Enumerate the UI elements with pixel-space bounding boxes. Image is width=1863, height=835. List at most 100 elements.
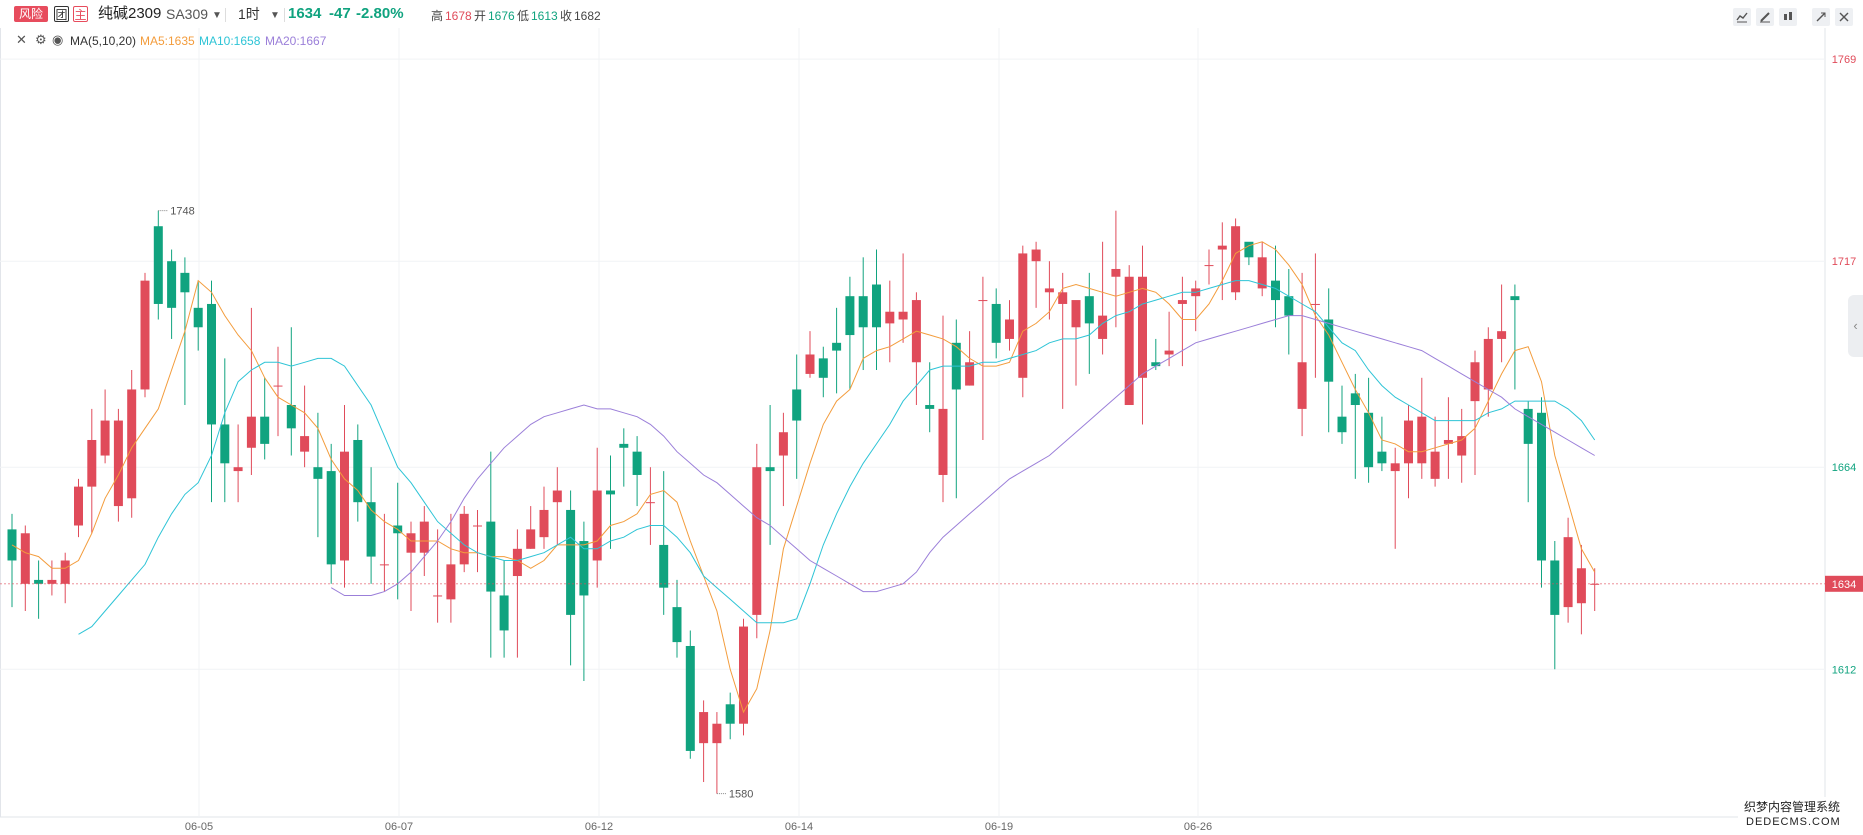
candle-body: [1058, 292, 1068, 304]
candle: [393, 482, 403, 600]
candle-body: [20, 533, 30, 584]
candle: [1018, 245, 1028, 398]
symbol-dropdown-icon[interactable]: ▼: [212, 10, 222, 21]
candle: [1044, 261, 1054, 320]
high-value: 1678: [445, 9, 472, 23]
timeframe-dropdown-icon[interactable]: ▼: [270, 10, 280, 21]
candle-body: [300, 436, 310, 452]
candle: [1350, 373, 1360, 479]
candle-body: [1098, 315, 1108, 339]
ma10-line: [78, 280, 1596, 635]
candle: [1550, 541, 1560, 670]
candle-body: [858, 296, 868, 328]
candle: [1204, 249, 1214, 285]
x-tick-label: 06-26: [1184, 821, 1212, 833]
candle: [1191, 280, 1201, 332]
header-divider: [225, 8, 226, 22]
candle: [1244, 241, 1254, 266]
candle-body: [1297, 362, 1307, 409]
candle: [672, 579, 682, 658]
pencil-icon[interactable]: [1756, 8, 1774, 26]
x-tick-label: 06-07: [385, 821, 413, 833]
y-tick-label: 1769: [1832, 54, 1856, 66]
candle-body: [1510, 296, 1520, 301]
candle: [1111, 210, 1121, 328]
main-contract-badge[interactable]: 主: [73, 6, 88, 22]
candle-body: [207, 303, 216, 425]
candle-body: [1443, 439, 1453, 444]
candle: [1483, 327, 1493, 417]
candle: [898, 253, 908, 343]
header-divider: [284, 8, 285, 22]
candle-body: [153, 226, 163, 304]
candle: [512, 529, 522, 658]
symbol-name[interactable]: 纯碱2309: [98, 5, 162, 22]
candle-body: [353, 439, 363, 503]
candle: [486, 451, 496, 658]
candle: [1138, 245, 1147, 425]
timeframe-selector[interactable]: 1时: [238, 6, 260, 22]
candle-body: [1084, 296, 1094, 324]
candle: [74, 478, 83, 538]
watermark: 织梦内容管理系统 DEDECMS.COM: [1738, 797, 1863, 833]
side-panel-toggle-icon[interactable]: ‹: [1848, 295, 1863, 357]
x-tick-label: 06-14: [785, 821, 813, 833]
indicator-legend: ✕ ⚙ ◉ MA(5,10,20) MA5:1635 MA10:1658 MA2…: [0, 30, 600, 54]
candle-body: [818, 358, 828, 378]
candle: [167, 249, 177, 339]
candle: [645, 467, 655, 545]
candle: [1337, 385, 1347, 444]
candle-body: [47, 579, 57, 584]
candle: [100, 389, 110, 464]
candle-body: [1111, 268, 1121, 277]
candle: [1084, 272, 1094, 374]
ma20-value: MA20:1667: [265, 34, 327, 48]
collapse-icon[interactable]: [1812, 8, 1830, 26]
candle-body: [34, 579, 44, 584]
ma-indicator-label[interactable]: MA(5,10,20): [70, 34, 137, 48]
candle-body: [832, 342, 842, 351]
candle-body: [739, 626, 748, 724]
risk-badge[interactable]: 风险: [14, 6, 48, 22]
candle-body: [127, 389, 137, 499]
candle: [592, 447, 602, 588]
ma10-value: MA10:1658: [199, 34, 261, 48]
line-chart-icon[interactable]: [1733, 8, 1751, 26]
candle: [659, 471, 669, 615]
candle: [872, 249, 881, 371]
watermark-line2: DEDECMS.COM: [1746, 816, 1841, 828]
candle-body: [1204, 265, 1214, 267]
candle-body: [113, 420, 123, 507]
candle: [619, 428, 629, 487]
y-tick-label: 1612: [1832, 664, 1856, 676]
y-tick-label: 1664: [1832, 462, 1856, 474]
group-badge[interactable]: 团: [54, 6, 69, 22]
candle-body: [313, 467, 323, 479]
candle: [1576, 544, 1586, 635]
candle: [526, 506, 536, 549]
candle-icon[interactable]: [1779, 8, 1797, 26]
open-value: 1676: [488, 9, 515, 23]
last-price-tag-bg: [1825, 575, 1863, 592]
candle-body: [792, 389, 802, 421]
close-icon[interactable]: [1835, 8, 1853, 26]
candle-body: [1563, 537, 1573, 608]
remove-indicator-icon[interactable]: ✕: [16, 32, 27, 47]
candle: [778, 412, 788, 507]
candle: [1443, 397, 1453, 479]
candle-body: [552, 490, 562, 503]
visibility-eye-icon[interactable]: ◉: [52, 32, 64, 47]
candle: [699, 700, 709, 783]
chart-grid: [0, 28, 1826, 818]
candle: [60, 552, 70, 604]
settings-icon[interactable]: ⚙: [35, 32, 47, 47]
candle: [632, 436, 642, 507]
candle-body: [1377, 451, 1387, 464]
candle: [260, 377, 270, 460]
candle: [552, 467, 562, 545]
candle: [1231, 218, 1241, 301]
candle: [340, 405, 349, 588]
candle-body: [1350, 393, 1360, 406]
symbol-code[interactable]: SA309: [166, 6, 209, 22]
